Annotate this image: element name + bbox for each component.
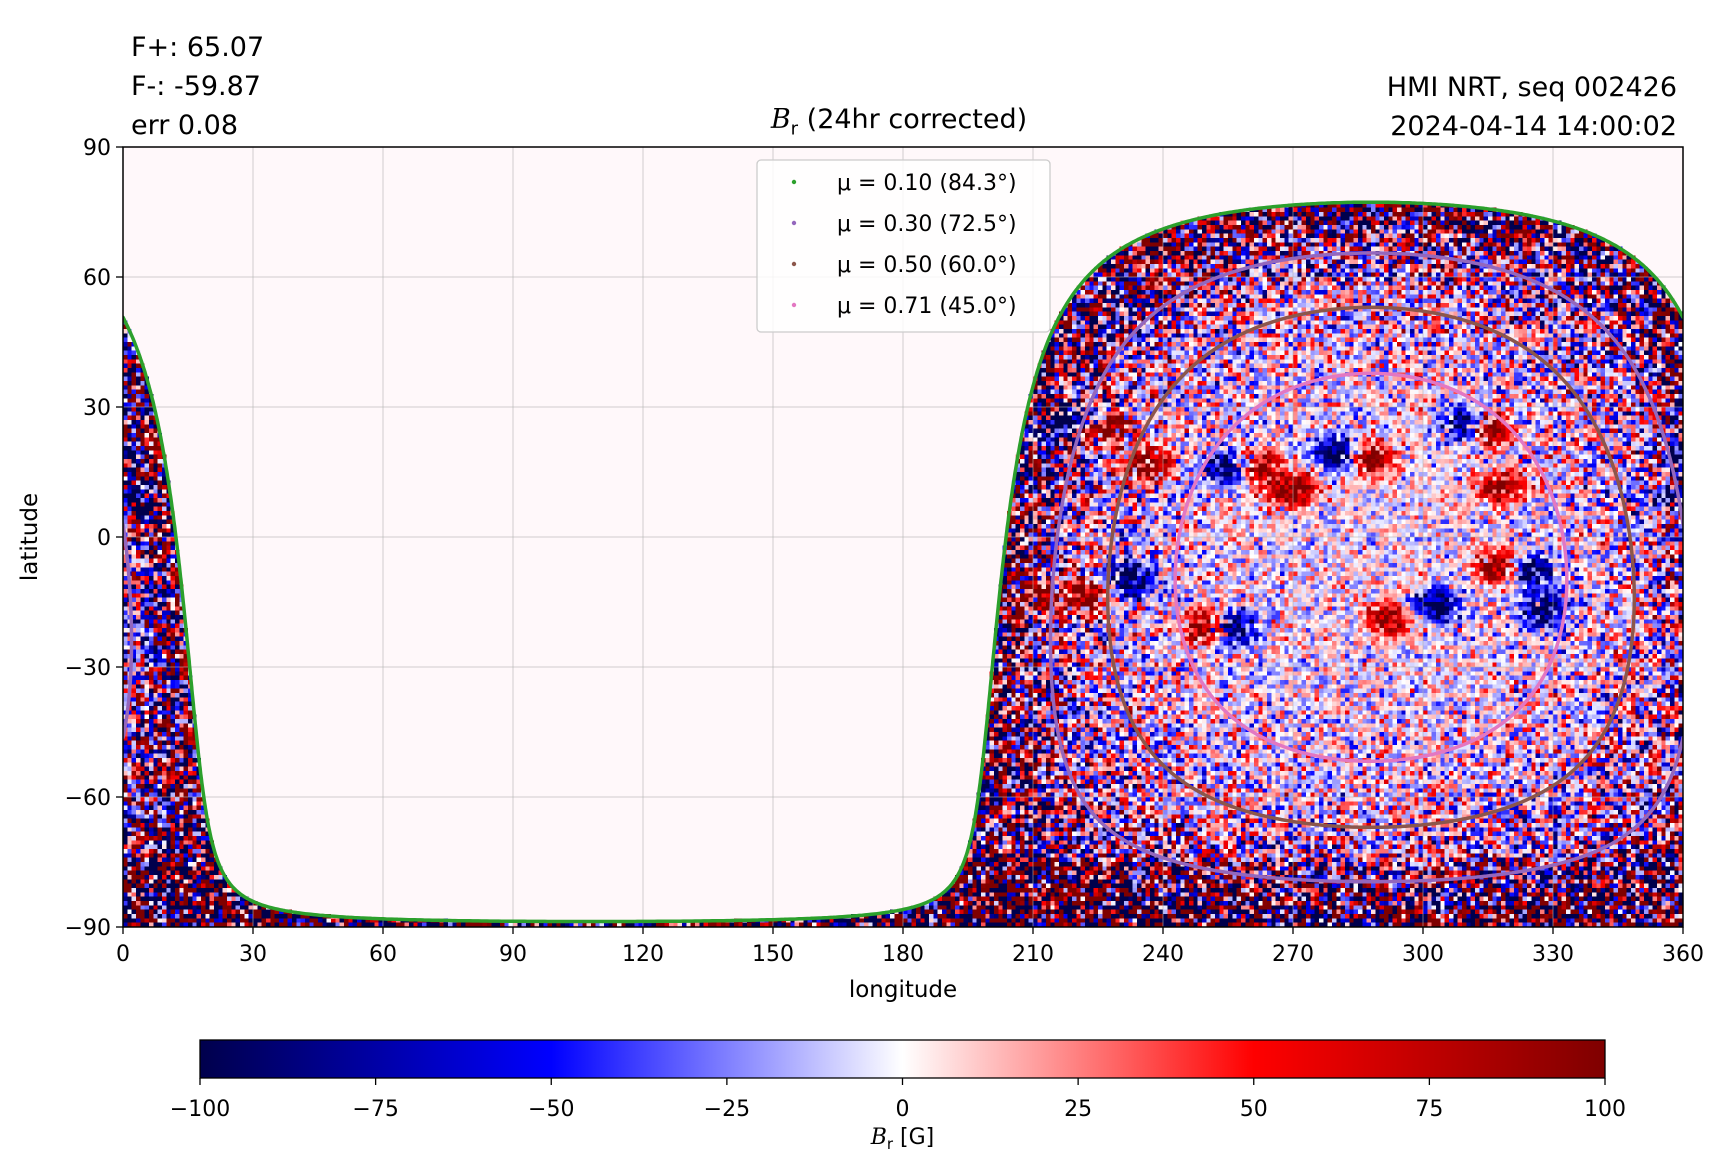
colorbar-tick: 100 [1584,1078,1626,1122]
colorbar-tick-label: −25 [704,1097,750,1122]
legend-label: μ = 0.10 (84.3°) [837,171,1017,196]
y-tick-label: −60 [65,786,111,811]
x-tick-label: 300 [1402,942,1444,967]
error-value: err 0.08 [131,110,239,141]
mu-contour-0 [123,200,1683,924]
colorbar-tick: 0 [896,1078,910,1122]
colorbar: −100 −75 −50 −25 0 25 50 75 100 Br [G] [170,1039,1626,1152]
x-tick-label: 150 [752,942,794,967]
legend-entry-2: μ = 0.50 (60.0°) [791,253,1017,278]
colorbar-tick: −100 [170,1078,230,1122]
flux-positive: F+: 65.07 [131,32,265,63]
colorbar-tick-label: 75 [1415,1097,1443,1122]
y-tick-label: 60 [83,266,111,291]
x-tick-label: 120 [622,942,664,967]
y-tick: 0 [97,526,123,551]
x-tick: 60 [369,927,397,967]
source-info: HMI NRT, seq 002426 2024-04-14 14:00:02 [1387,68,1677,146]
colorbar-tick: −75 [352,1078,399,1122]
x-tick-label: 60 [369,942,397,967]
x-tick-label: 30 [239,942,267,967]
y-tick: −90 [65,916,123,941]
y-tick-label: 0 [97,526,111,551]
x-tick: 240 [1142,927,1184,967]
y-tick: −30 [65,656,123,681]
title-subscript: r [790,118,799,140]
y-tick-label: −90 [65,916,111,941]
x-tick-label: 0 [116,942,130,967]
colorbar-label: Br [G] [870,1125,935,1152]
y-tick: 90 [83,136,123,161]
x-tick-label: 90 [499,942,527,967]
legend-entry-0: μ = 0.10 (84.3°) [791,171,1017,196]
y-tick-label: −30 [65,656,111,681]
x-tick-label: 330 [1532,942,1574,967]
colorbar-tick-label: −75 [352,1097,398,1122]
y-tick: −60 [65,786,123,811]
colorbar-tick: 75 [1415,1078,1443,1122]
x-tick: 30 [239,927,267,967]
x-axis-label: longitude [849,977,957,1003]
y-tick-label: 90 [83,136,111,161]
colorbar-tick-label: −50 [528,1097,574,1122]
chart-title: Br (24hr corrected) [0,102,1728,147]
colorbar-tick-label: 0 [896,1097,910,1122]
x-tick: 0 [116,927,130,967]
colorbar-tick-label: 25 [1064,1097,1092,1122]
colorbar-tick: −50 [528,1078,574,1122]
legend-label: μ = 0.50 (60.0°) [837,253,1017,278]
colorbar-tick-label: 100 [1584,1097,1626,1122]
colorbar-gradient [199,1039,1606,1079]
legend-marker [791,179,797,185]
x-tick: 300 [1402,927,1444,967]
legend-marker [791,261,797,267]
x-tick-label: 180 [882,942,924,967]
flux-stats: F+: 65.07 F-: -59.87 err 0.08 [131,28,264,145]
x-tick-label: 270 [1272,942,1314,967]
flux-negative: F-: -59.87 [131,71,261,102]
x-tick: 270 [1272,927,1314,967]
x-tick: 210 [1012,927,1054,967]
colorbar-tick: 50 [1240,1078,1268,1122]
legend-box [756,159,1051,333]
x-tick: 120 [622,927,664,967]
x-tick-label: 210 [1012,942,1054,967]
legend-label: μ = 0.30 (72.5°) [837,212,1017,237]
timestamp: 2024-04-14 14:00:02 [1390,111,1677,142]
mu-contour-3 [1173,371,1569,764]
legend-label: μ = 0.71 (45.0°) [837,294,1017,319]
x-tick: 330 [1532,927,1574,967]
colorbar-tick-label: 50 [1240,1097,1268,1122]
x-tick: 90 [499,927,527,967]
x-tick: 180 [882,927,924,967]
axes: 0 30 60 90 120 150 180 210 240 270 300 330 360−90−60… [17,136,1704,1003]
y-tick: 30 [83,396,123,421]
legend-entry-3: μ = 0.71 (45.0°) [791,294,1017,319]
y-tick: 60 [83,266,123,291]
y-axis-label: latitude [17,493,43,581]
x-tick: 150 [752,927,794,967]
x-tick-label: 240 [1142,942,1184,967]
x-tick: 360 [1662,927,1704,967]
mu-contour-2 [1105,305,1637,830]
y-tick-label: 30 [83,396,111,421]
colorbar-tick: −25 [704,1078,750,1122]
source-label: HMI NRT, seq 002426 [1386,72,1677,103]
colorbar-tick: 25 [1064,1078,1092,1122]
colorbar-tick-label: −100 [170,1097,230,1122]
mu-contour-1 [123,251,1683,884]
legend-marker [791,302,797,308]
title-rest: (24hr corrected) [798,104,1028,135]
legend-marker [791,220,797,226]
title-symbol: B [770,104,791,135]
legend: μ = 0.10 (84.3°) μ = 0.30 (72.5°) μ = 0.50… [756,159,1051,333]
legend-entry-1: μ = 0.30 (72.5°) [791,212,1017,237]
x-tick-label: 360 [1662,942,1704,967]
